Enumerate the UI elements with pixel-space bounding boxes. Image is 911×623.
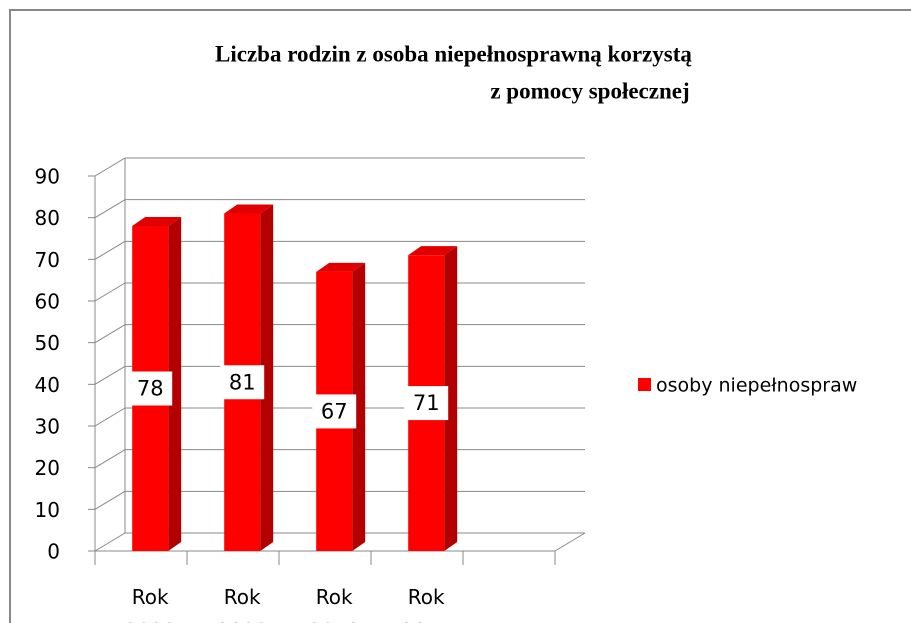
y-tick-label: 60	[35, 290, 60, 314]
grid-line	[94, 240, 126, 260]
x-tick-label: Rok2011	[401, 585, 452, 623]
chart-subtitle: z pomocy społecznej	[490, 78, 689, 103]
grid-line	[94, 365, 126, 385]
x-tick-label: Rok2008	[125, 585, 176, 623]
grid-line	[94, 282, 126, 302]
y-tick-label: 50	[35, 331, 60, 355]
value-label: 71	[413, 391, 440, 415]
grid-line	[94, 199, 126, 219]
y-tick-label: 10	[35, 498, 60, 522]
value-label-box	[220, 365, 265, 400]
bar-side	[260, 204, 274, 551]
value-label-box	[404, 386, 449, 421]
bar-top	[132, 217, 182, 226]
y-tick-label: 30	[35, 415, 60, 439]
value-label: 67	[321, 399, 348, 423]
grid-line	[94, 449, 126, 469]
x-tick-label: Rok2009	[217, 585, 268, 623]
grid-line	[94, 157, 126, 177]
y-tick-label: 40	[35, 373, 60, 397]
legend-label: osoby niepełnospraw	[656, 375, 857, 397]
x-tick-label: Rok2010	[309, 585, 360, 623]
grid-line	[94, 324, 126, 344]
floor-line	[554, 532, 586, 552]
grid-line	[94, 407, 126, 427]
y-tick-label: 90	[35, 165, 60, 189]
grid-line	[94, 532, 126, 552]
legend-swatch	[638, 378, 651, 391]
y-tick-label: 70	[35, 248, 60, 272]
value-label: 81	[229, 370, 256, 394]
value-label: 78	[137, 377, 164, 401]
bar-side	[352, 262, 366, 551]
bar-side	[444, 246, 458, 551]
bar-top	[224, 204, 274, 214]
bar-top	[408, 246, 458, 256]
value-label-box	[128, 371, 173, 406]
chart-title: Liczba rodzin z osoba niepełnosprawną ko…	[215, 41, 692, 66]
grid-line	[94, 490, 126, 510]
y-tick-label: 80	[35, 206, 60, 230]
y-tick-label: 0	[47, 540, 60, 564]
value-label-box	[312, 394, 357, 429]
y-tick-label: 20	[35, 456, 60, 480]
bar-side	[168, 217, 182, 551]
bar-top	[316, 262, 366, 272]
